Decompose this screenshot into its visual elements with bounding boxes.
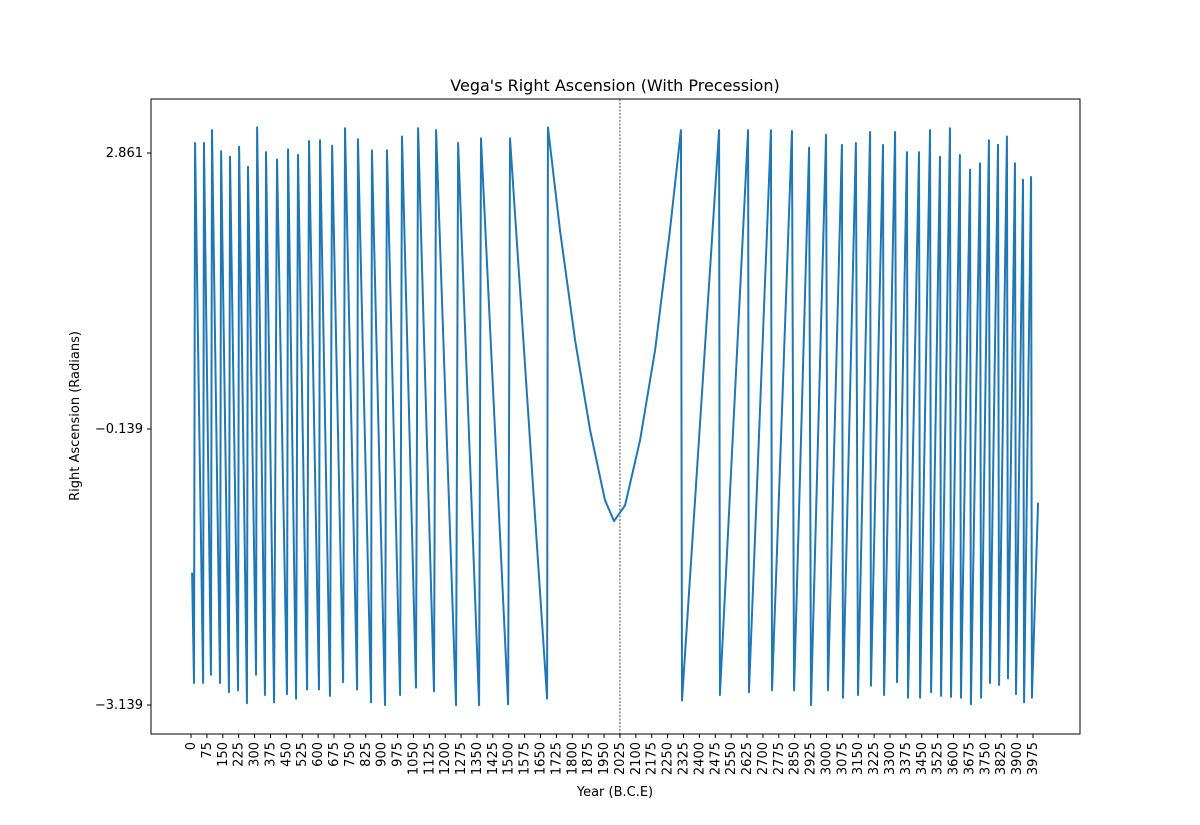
x-tick-label: 2925	[804, 742, 819, 775]
x-tick-label: 3975	[1026, 742, 1041, 775]
x-tick-label: 1425	[486, 742, 501, 775]
x-tick-label: 375	[263, 742, 278, 767]
x-tick-label: 2175	[645, 742, 660, 775]
x-tick-label: 2550	[724, 742, 739, 775]
x-tick-label: 3825	[994, 742, 1009, 775]
x-tick-label: 2625	[740, 742, 755, 775]
x-tick-label: 2400	[692, 742, 707, 775]
x-tick-label: 3375	[899, 742, 914, 775]
y-axis-label: Right Ascension (Radians)	[68, 331, 83, 501]
x-axis-label: Year (B.C.E)	[576, 785, 653, 800]
x-tick-label: 2325	[676, 742, 691, 775]
chart-title: Vega's Right Ascension (With Precession)	[450, 76, 779, 95]
x-tick-label: 1350	[470, 742, 485, 775]
x-tick-label: 1275	[454, 742, 469, 775]
x-tick-label: 75	[200, 742, 215, 759]
x-tick-label: 3075	[835, 742, 850, 775]
x-tick-label: 450	[279, 742, 294, 767]
plot-frame	[150, 98, 1081, 735]
x-tick-label: 2700	[756, 742, 771, 775]
x-tick-label: 3450	[915, 742, 930, 775]
x-tick-label: 0	[184, 742, 199, 750]
x-tick-label: 750	[343, 742, 358, 767]
x-tick-label: 2250	[661, 742, 676, 775]
x-tick-label: 150	[216, 742, 231, 767]
x-tick-label: 2475	[708, 742, 723, 775]
x-tick-label: 1800	[565, 742, 580, 775]
x-tick-label: 3675	[962, 742, 977, 775]
x-tick-label: 1200	[438, 742, 453, 775]
y-tick-label: 2.861	[106, 146, 143, 161]
x-tick-label: 975	[391, 742, 406, 767]
y-tick-label: −0.139	[95, 422, 143, 437]
y-tick-label: −3.139	[95, 698, 143, 713]
x-tick-label: 600	[311, 742, 326, 767]
x-tick-label: 3300	[883, 742, 898, 775]
x-tick-label: 2775	[772, 742, 787, 775]
x-tick-label: 225	[232, 742, 247, 767]
x-tick-label: 2850	[788, 742, 803, 775]
x-tick-label: 525	[295, 742, 310, 767]
x-tick-label: 300	[248, 742, 263, 767]
x-tick-label: 1875	[581, 742, 596, 775]
x-tick-label: 3600	[947, 742, 962, 775]
x-tick-label: 1725	[549, 742, 564, 775]
x-tick-label: 1575	[518, 742, 533, 775]
x-tick-label: 1500	[502, 742, 517, 775]
x-tick-label: 3750	[978, 742, 993, 775]
x-tick-label: 3000	[819, 742, 834, 775]
x-tick-label: 900	[375, 742, 390, 767]
x-tick-label: 3900	[1010, 742, 1025, 775]
x-tick-label: 1050	[406, 742, 421, 775]
x-tick-label: 825	[359, 742, 374, 767]
x-tick-label: 675	[327, 742, 342, 767]
x-tick-label: 1650	[534, 742, 549, 775]
x-tick-label: 1950	[597, 742, 612, 775]
x-tick-label: 3225	[867, 742, 882, 775]
data-line	[191, 126, 1040, 707]
x-tick-label: 2025	[613, 742, 628, 775]
x-tick-label: 3525	[931, 742, 946, 775]
x-tick-label: 2100	[629, 742, 644, 775]
x-tick-label: 1125	[422, 742, 437, 775]
x-tick-label: 3150	[851, 742, 866, 775]
